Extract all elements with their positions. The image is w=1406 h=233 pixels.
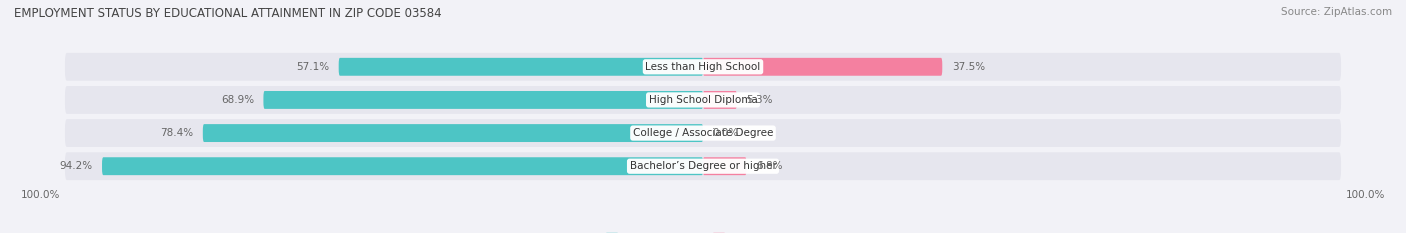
Text: 100.0%: 100.0% xyxy=(21,190,60,200)
Text: 68.9%: 68.9% xyxy=(221,95,254,105)
Text: 6.8%: 6.8% xyxy=(756,161,783,171)
FancyBboxPatch shape xyxy=(65,53,1341,81)
FancyBboxPatch shape xyxy=(703,157,747,175)
Text: College / Associate Degree: College / Associate Degree xyxy=(633,128,773,138)
FancyBboxPatch shape xyxy=(263,91,703,109)
FancyBboxPatch shape xyxy=(103,157,703,175)
Text: High School Diploma: High School Diploma xyxy=(648,95,758,105)
FancyBboxPatch shape xyxy=(339,58,703,76)
Text: Bachelor’s Degree or higher: Bachelor’s Degree or higher xyxy=(630,161,776,171)
Text: 37.5%: 37.5% xyxy=(952,62,986,72)
Text: EMPLOYMENT STATUS BY EDUCATIONAL ATTAINMENT IN ZIP CODE 03584: EMPLOYMENT STATUS BY EDUCATIONAL ATTAINM… xyxy=(14,7,441,20)
Text: 78.4%: 78.4% xyxy=(160,128,193,138)
FancyBboxPatch shape xyxy=(65,152,1341,180)
Text: 5.3%: 5.3% xyxy=(747,95,773,105)
Text: 94.2%: 94.2% xyxy=(59,161,93,171)
Text: Source: ZipAtlas.com: Source: ZipAtlas.com xyxy=(1281,7,1392,17)
FancyBboxPatch shape xyxy=(65,119,1341,147)
Text: Less than High School: Less than High School xyxy=(645,62,761,72)
FancyBboxPatch shape xyxy=(65,86,1341,114)
Text: 0.0%: 0.0% xyxy=(713,128,738,138)
Text: 100.0%: 100.0% xyxy=(1346,190,1385,200)
FancyBboxPatch shape xyxy=(703,91,737,109)
Legend: In Labor Force, Unemployed: In Labor Force, Unemployed xyxy=(602,229,804,233)
FancyBboxPatch shape xyxy=(202,124,703,142)
Text: 57.1%: 57.1% xyxy=(297,62,329,72)
FancyBboxPatch shape xyxy=(703,58,942,76)
